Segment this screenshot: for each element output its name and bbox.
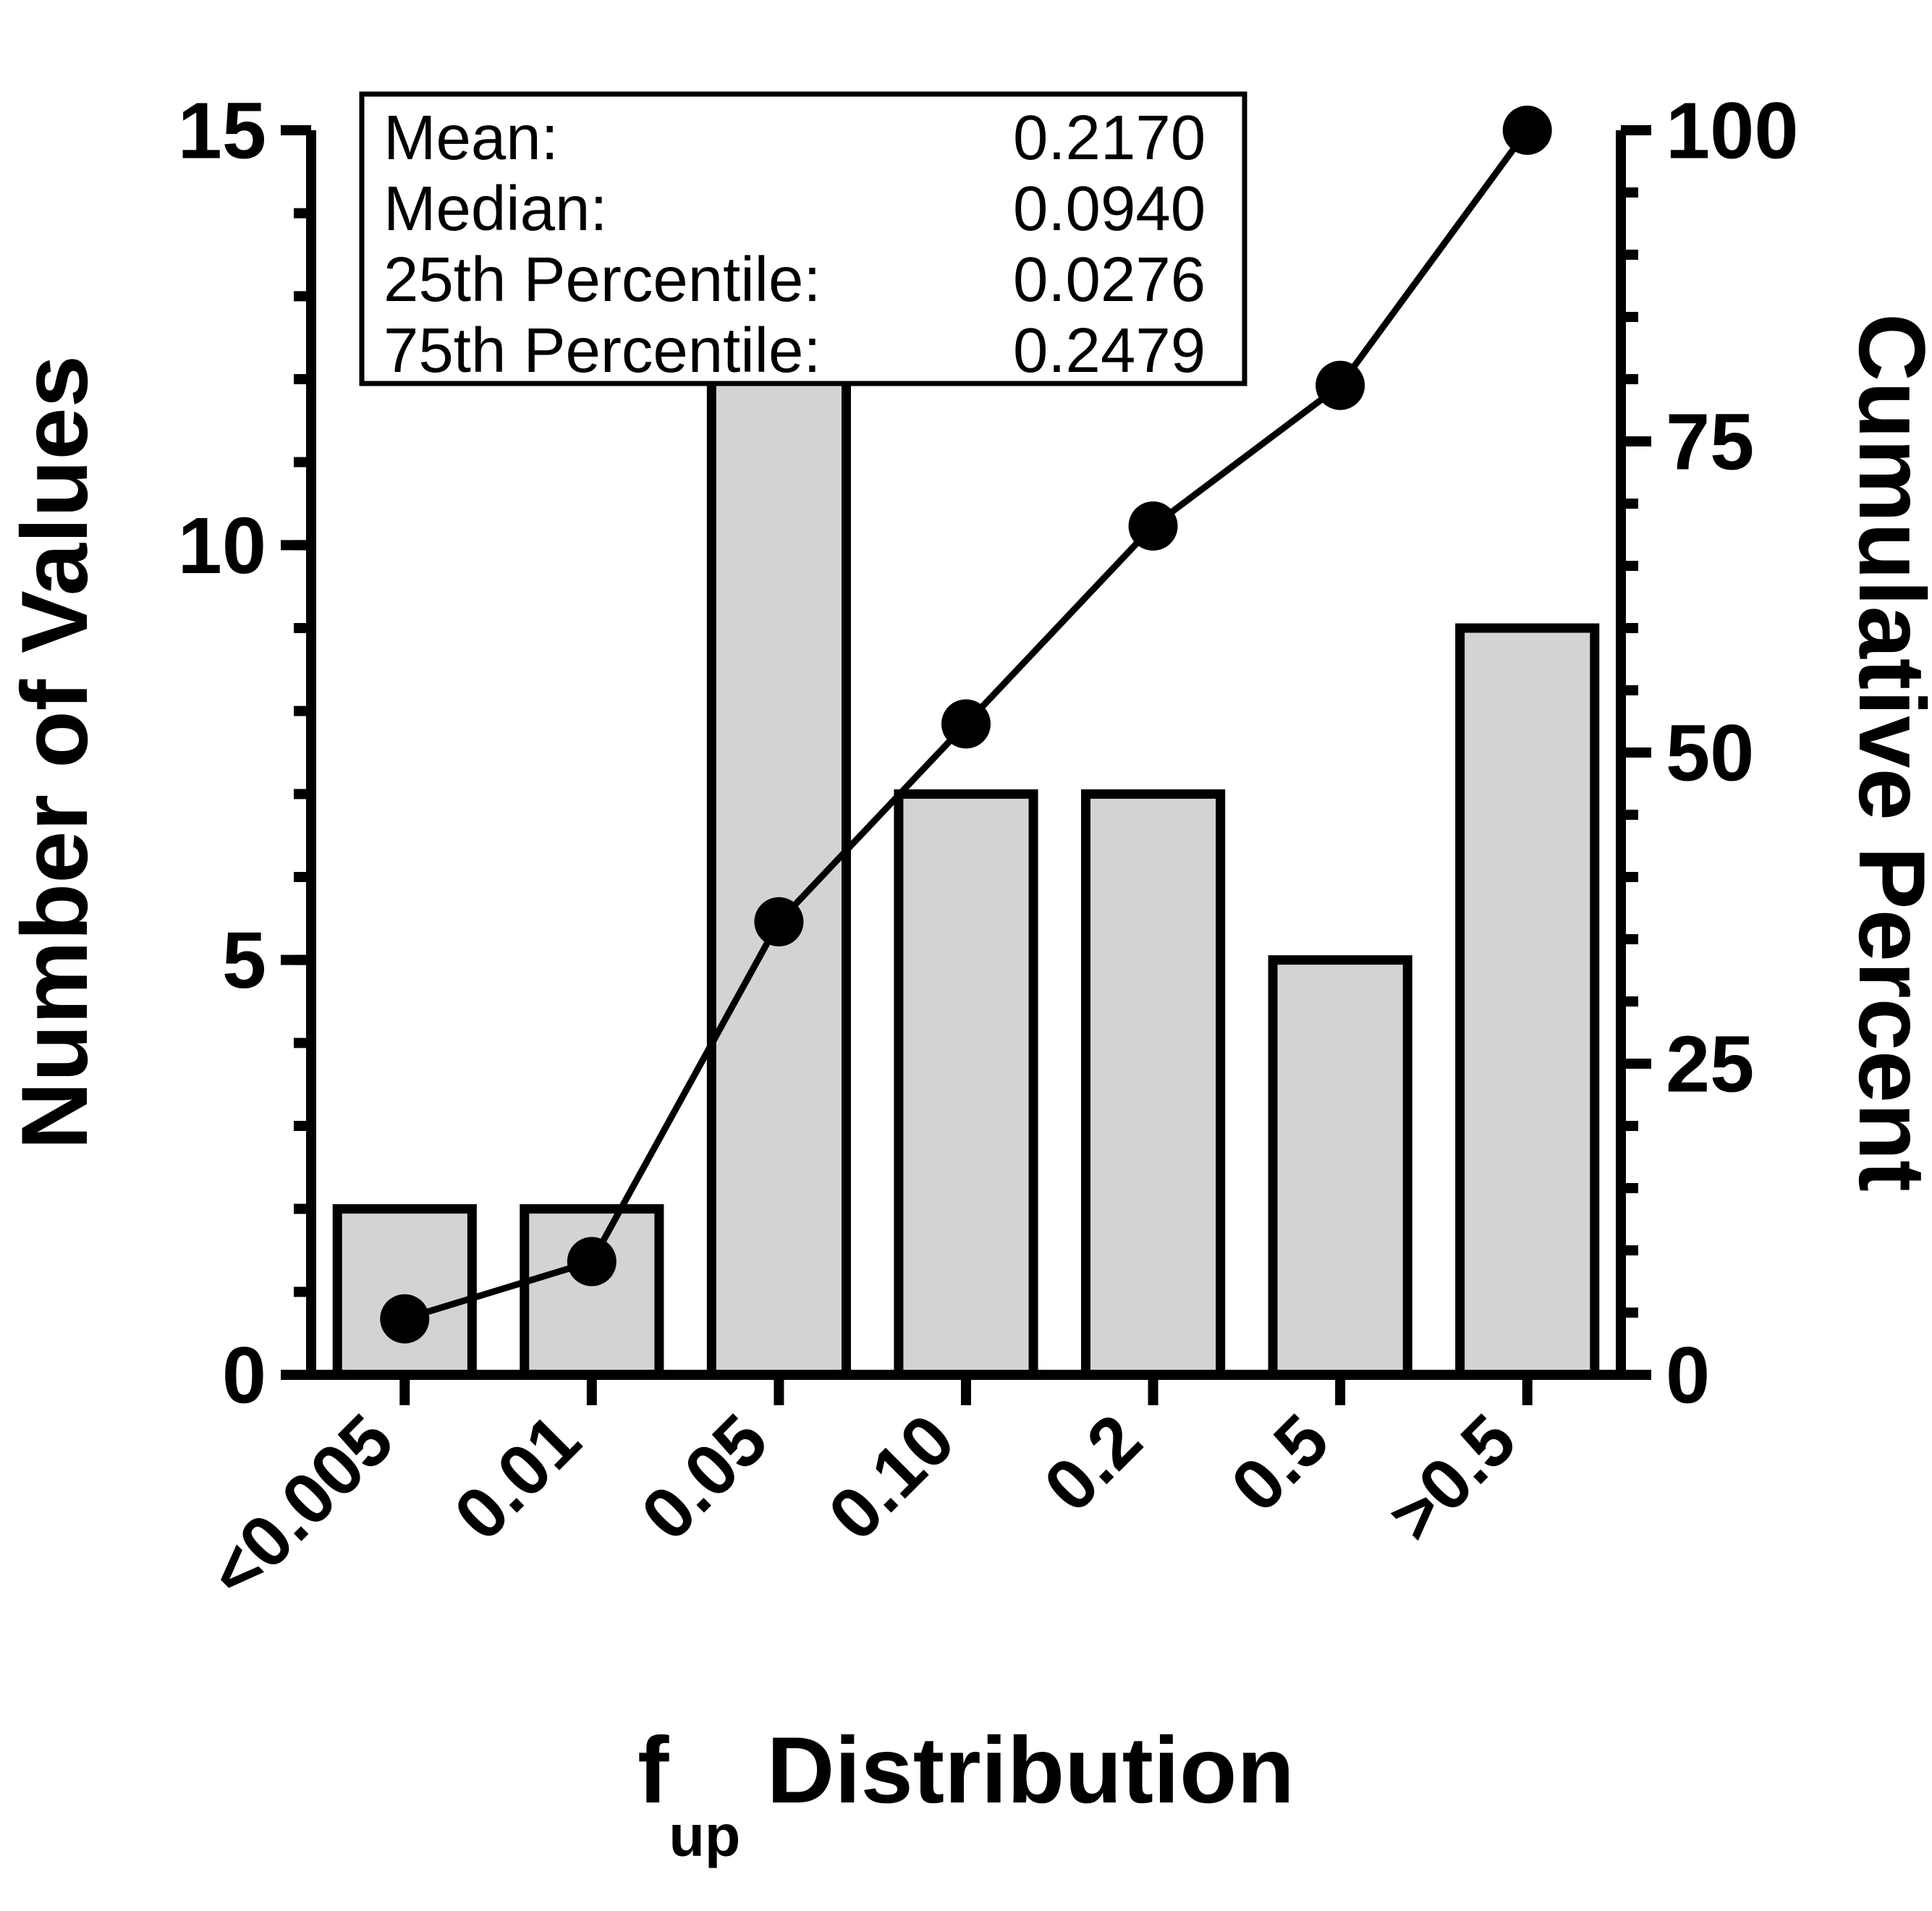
chart-svg: Mean: 0.2170 Median: 0.0940 25th Percentile:…: [0, 0, 1932, 1911]
cumulative-marker: [1315, 361, 1365, 410]
stats-value: 0.0940: [1013, 174, 1206, 244]
y-right-axis-title: Cumulative Percent: [1839, 313, 1932, 1192]
bar: [1085, 794, 1220, 1375]
stats-label: Median:: [384, 174, 608, 244]
bar: [1273, 960, 1407, 1375]
stats-value: 0.0276: [1013, 245, 1206, 315]
y-left-axis-title: Number of Values: [1, 355, 107, 1150]
stats-label: 75th Percentile:: [384, 315, 821, 386]
cumulative-marker: [567, 1237, 617, 1286]
y-right-tick-label: 100: [1666, 87, 1799, 176]
y-right-tick-label: 75: [1666, 398, 1754, 487]
bar: [337, 1209, 472, 1375]
cumulative-marker: [941, 699, 991, 748]
cumulative-marker: [754, 897, 803, 946]
y-left-tick-label: 10: [178, 501, 266, 590]
stats-value: 0.2170: [1013, 103, 1206, 173]
y-left-tick-label: 5: [222, 916, 266, 1005]
y-right-tick-label: 25: [1666, 1020, 1754, 1109]
cumulative-marker: [1129, 501, 1178, 551]
cumulative-marker: [1503, 106, 1552, 155]
bar: [899, 794, 1033, 1375]
histogram-chart: Mean: 0.2170 Median: 0.0940 25th Percentile:…: [0, 0, 1932, 1911]
y-left-tick-label: 15: [178, 87, 266, 176]
y-left-tick-label: 0: [222, 1331, 266, 1420]
stats-label: 25th Percentile:: [384, 245, 821, 315]
cumulative-marker: [380, 1295, 429, 1344]
bar: [1460, 628, 1595, 1375]
stats-value: 0.2479: [1013, 315, 1206, 386]
bar: [525, 1209, 659, 1375]
stats-label: Mean:: [384, 103, 559, 173]
y-right-tick-label: 0: [1666, 1331, 1710, 1420]
bar: [711, 379, 846, 1375]
y-right-tick-label: 50: [1666, 709, 1754, 798]
